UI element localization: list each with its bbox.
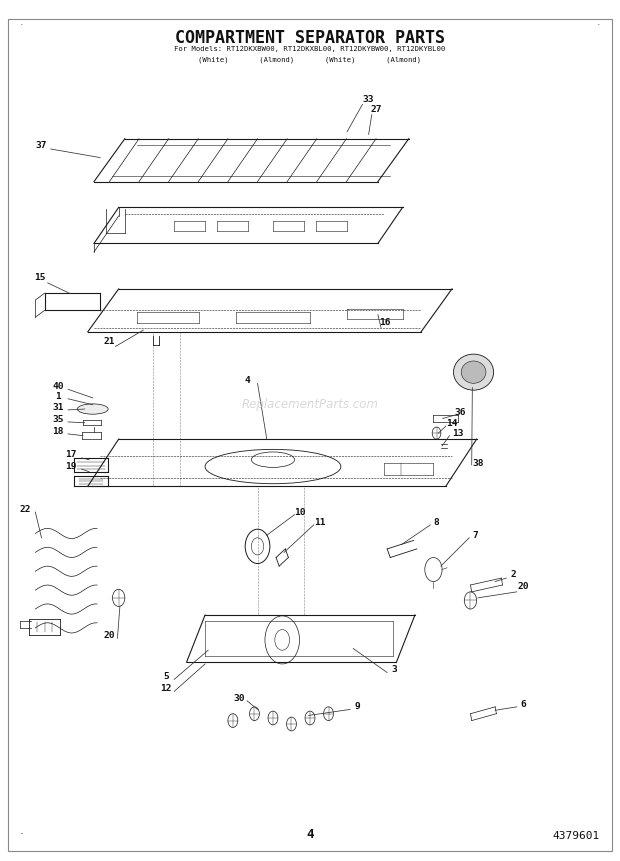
- Text: 3: 3: [391, 666, 397, 674]
- Text: 40: 40: [53, 382, 64, 391]
- Text: 38: 38: [472, 459, 484, 468]
- Text: 20: 20: [104, 631, 115, 640]
- Text: 27: 27: [371, 105, 383, 114]
- Text: 2: 2: [511, 570, 516, 579]
- Text: 12: 12: [161, 684, 172, 693]
- Text: 36: 36: [455, 408, 466, 417]
- Text: 15: 15: [34, 273, 45, 282]
- Text: 8: 8: [433, 517, 440, 527]
- Text: 9: 9: [354, 703, 360, 711]
- Text: 18: 18: [53, 427, 64, 436]
- Text: 37: 37: [36, 141, 47, 150]
- Text: 10: 10: [294, 507, 306, 517]
- Ellipse shape: [461, 361, 486, 383]
- Text: ·: ·: [20, 827, 24, 840]
- Text: 11: 11: [314, 517, 326, 527]
- Text: 35: 35: [53, 415, 64, 424]
- Text: COMPARTMENT SEPARATOR PARTS: COMPARTMENT SEPARATOR PARTS: [175, 29, 445, 46]
- Text: 6: 6: [521, 700, 526, 709]
- Text: 4379601: 4379601: [553, 831, 600, 840]
- Text: ·: ·: [20, 21, 24, 30]
- Ellipse shape: [78, 404, 108, 414]
- Text: 33: 33: [363, 95, 374, 103]
- Text: 19: 19: [64, 462, 76, 471]
- Text: 13: 13: [453, 430, 464, 438]
- Text: ReplacementParts.com: ReplacementParts.com: [242, 399, 378, 412]
- Text: 17: 17: [64, 450, 76, 459]
- Text: 14: 14: [446, 419, 458, 428]
- Text: For Models: RT12DKXBW00, RT12DKXBL00, RT12DKYBW00, RT12DKYBL00: For Models: RT12DKXBW00, RT12DKXBL00, RT…: [174, 46, 446, 52]
- Text: 5: 5: [163, 672, 169, 681]
- Text: 31: 31: [53, 403, 64, 412]
- Ellipse shape: [453, 354, 494, 390]
- Text: 22: 22: [19, 505, 30, 514]
- Text: 21: 21: [104, 337, 115, 346]
- Text: 4: 4: [244, 376, 250, 385]
- Text: 20: 20: [517, 582, 529, 592]
- Text: (White)       (Almond)       (White)       (Almond): (White) (Almond) (White) (Almond): [198, 56, 422, 63]
- Text: 30: 30: [233, 694, 245, 703]
- Text: 4: 4: [306, 827, 314, 840]
- Text: 7: 7: [472, 530, 478, 540]
- Text: ·: ·: [596, 21, 600, 30]
- Text: 1: 1: [55, 392, 61, 400]
- Text: 16: 16: [379, 318, 391, 327]
